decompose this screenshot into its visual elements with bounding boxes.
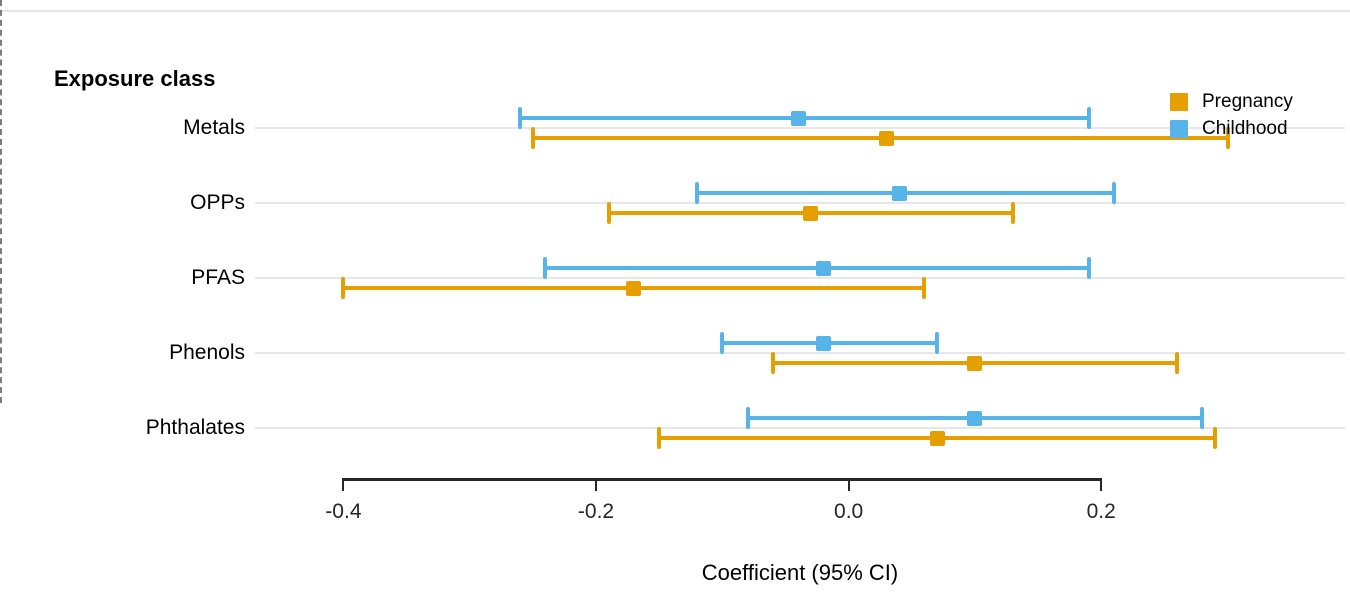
ci-cap-high: [1212, 427, 1217, 449]
gridline: [255, 277, 1345, 279]
ci-cap-low: [530, 127, 535, 149]
legend-swatch: [1170, 93, 1188, 111]
ci-cap-high: [1175, 352, 1180, 374]
point-estimate-marker: [626, 280, 642, 296]
point-estimate-marker: [803, 205, 819, 221]
x-tick-label: 0.2: [1086, 500, 1116, 523]
point-estimate-marker: [967, 410, 983, 426]
ci-cap-low: [745, 407, 750, 429]
legend-label: Childhood: [1202, 118, 1288, 139]
category-label: Metals: [183, 116, 245, 139]
point-estimate-marker: [815, 260, 831, 276]
category-label: OPPs: [190, 191, 245, 214]
x-tick-label: -0.4: [325, 500, 362, 523]
ci-cap-low: [543, 257, 548, 279]
point-estimate-marker: [815, 335, 831, 351]
category-label: Phenols: [169, 341, 245, 364]
x-tick-label: -0.2: [577, 500, 615, 523]
ci-cap-low: [720, 332, 725, 354]
ci-cap-low: [341, 277, 346, 299]
ci-cap-high: [935, 332, 940, 354]
zero-reference-line: [0, 0, 2, 403]
gridline: [255, 427, 1345, 429]
x-axis-tick: [595, 478, 598, 491]
legend-entry: Pregnancy: [1170, 91, 1293, 113]
x-tick-label: 0.0: [834, 500, 864, 523]
point-estimate-marker: [967, 355, 983, 371]
x-axis-tick: [1100, 478, 1103, 491]
legend-label: Pregnancy: [1202, 91, 1293, 112]
ci-cap-low: [518, 107, 523, 129]
gridline: [255, 352, 1345, 354]
ci-cap-high: [1111, 182, 1116, 204]
plot-panel: Metals OPPs PFAS Phenols Phthalates: [0, 0, 1345, 449]
ci-cap-high: [1086, 107, 1091, 129]
gridline: [255, 127, 1345, 129]
point-estimate-marker: [790, 110, 806, 126]
legend-entry: Childhood: [1170, 118, 1288, 140]
category-label: PFAS: [191, 266, 245, 289]
ci-cap-low: [695, 182, 700, 204]
point-estimate-marker: [929, 430, 945, 446]
ci-cap-high: [1010, 202, 1015, 224]
x-axis-tick: [847, 478, 850, 491]
point-estimate-marker: [891, 185, 907, 201]
gridline: [255, 202, 1345, 204]
ci-cap-low: [657, 427, 662, 449]
ci-cap-high: [1086, 257, 1091, 279]
x-axis-title: Coefficient (95% CI): [701, 560, 899, 585]
top-rule: [0, 10, 1350, 12]
legend-swatch: [1170, 120, 1188, 138]
y-axis-header: Exposure class: [54, 66, 216, 91]
ci-cap-high: [922, 277, 927, 299]
point-estimate-marker: [879, 130, 895, 146]
x-axis-line: [342, 478, 1103, 481]
ci-cap-low: [606, 202, 611, 224]
category-label: Phthalates: [145, 416, 245, 439]
ci-cap-high: [1200, 407, 1205, 429]
ci-cap-low: [770, 352, 775, 374]
x-axis-tick: [342, 478, 345, 491]
ci-cap-high: [1225, 127, 1230, 149]
